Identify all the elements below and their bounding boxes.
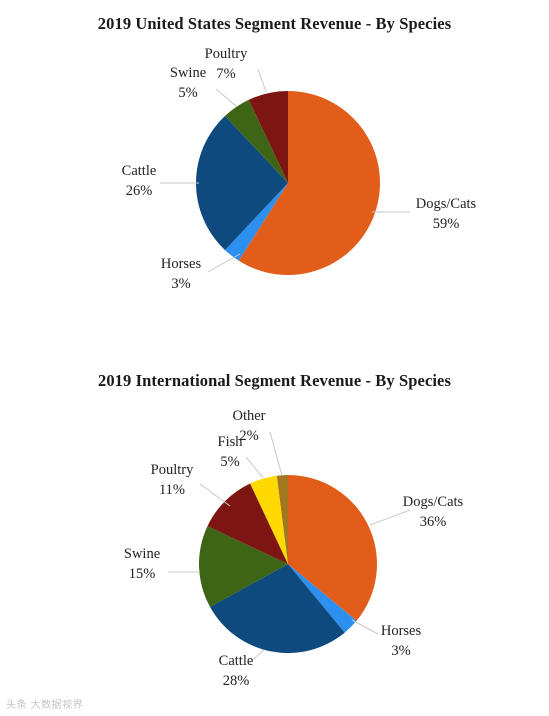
pie-slice-us-poultry	[248, 91, 288, 183]
pie-slice-us-dogs-cats	[238, 91, 380, 275]
percent-label-international-dogs-cats: 36%	[420, 514, 447, 530]
data-label-us-dogs-cats: Dogs/Cats 59%	[416, 196, 477, 232]
chart-title-us: 2019 United States Segment Revenue - By …	[97, 14, 452, 33]
watermark-logo: 头条 大数据视界	[6, 700, 84, 711]
pie-slice-international-fish	[250, 475, 288, 564]
percent-label-us-cattle: 26%	[126, 183, 153, 199]
leader-line-us-swine	[215, 88, 238, 108]
percent-label-us-dogs-cats: 59%	[433, 216, 460, 232]
leader-line-international-horses	[351, 619, 379, 635]
leader-line-us-horses	[207, 253, 241, 273]
percent-label-international-other: 2%	[239, 428, 258, 444]
category-label-international-swine: Swine	[124, 546, 160, 562]
category-label-us-poultry: Poultry	[205, 46, 248, 62]
data-label-international-horses: Horses 3%	[381, 623, 422, 659]
pie-slice-us-swine	[225, 99, 288, 183]
pie-slice-international-horses	[288, 564, 357, 633]
leader-line-international-other	[269, 431, 283, 477]
category-label-us-swine: Swine	[170, 65, 206, 81]
percent-label-international-cattle: 28%	[223, 673, 250, 689]
percent-label-us-swine: 5%	[178, 85, 197, 101]
data-label-us-cattle: Cattle 26%	[122, 163, 157, 199]
category-label-international-other: Other	[232, 408, 265, 424]
data-label-international-fish: Fish 5%	[218, 434, 244, 470]
pie-slice-international-other	[276, 475, 288, 564]
leader-line-international-cattle	[247, 649, 265, 665]
pie-slice-us-cattle	[195, 115, 288, 251]
data-label-international-swine: Swine 15%	[124, 546, 160, 582]
chart-title-international: 2019 International Segment Revenue - By …	[97, 371, 451, 390]
category-label-us-cattle: Cattle	[122, 163, 157, 179]
category-label-international-cattle: Cattle	[219, 653, 254, 669]
category-label-us-dogs-cats: Dogs/Cats	[416, 196, 477, 212]
data-label-international-dogs-cats: Dogs/Cats 36%	[403, 494, 464, 530]
percent-label-international-swine: 15%	[129, 566, 156, 582]
leader-line-international-dogs-cats	[369, 509, 411, 526]
pie-slice-us-horses	[225, 183, 288, 261]
leader-line-international-poultry	[199, 483, 231, 507]
pie-slice-international-poultry	[207, 483, 288, 564]
percent-label-us-poultry: 7%	[216, 66, 235, 82]
category-label-international-poultry: Poultry	[151, 462, 194, 478]
category-label-international-fish: Fish	[218, 434, 244, 450]
pie-slice-international-swine	[199, 526, 288, 607]
data-label-us-horses: Horses 3%	[161, 256, 202, 292]
pie-slice-international-dogs-cats	[288, 475, 378, 621]
leader-line-us-poultry	[257, 68, 267, 93]
pie-chart-international: Dogs/Cats 36% Horses 3% Cattle 28% Swine 15% Pou…	[124, 408, 464, 689]
data-label-us-poultry: Poultry 7%	[205, 46, 248, 82]
category-label-international-horses: Horses	[381, 623, 422, 639]
pie-chart-us: Dogs/Cats 59% Horses 3% Cattle 26% Swine 5% Poul…	[122, 46, 477, 292]
data-label-international-cattle: Cattle 28%	[219, 653, 254, 689]
percent-label-international-fish: 5%	[220, 454, 239, 470]
data-label-international-other: Other 2%	[232, 408, 265, 444]
category-label-us-horses: Horses	[161, 256, 202, 272]
pie-slice-international-cattle	[210, 564, 345, 654]
percent-label-international-horses: 3%	[391, 643, 410, 659]
category-label-international-dogs-cats: Dogs/Cats	[403, 494, 464, 510]
percent-label-us-horses: 3%	[171, 276, 190, 292]
percent-label-international-poultry: 11%	[159, 482, 185, 498]
data-label-international-poultry: Poultry 11%	[151, 462, 194, 498]
data-label-us-swine: Swine 5%	[170, 65, 206, 101]
leader-line-international-fish	[245, 456, 264, 479]
